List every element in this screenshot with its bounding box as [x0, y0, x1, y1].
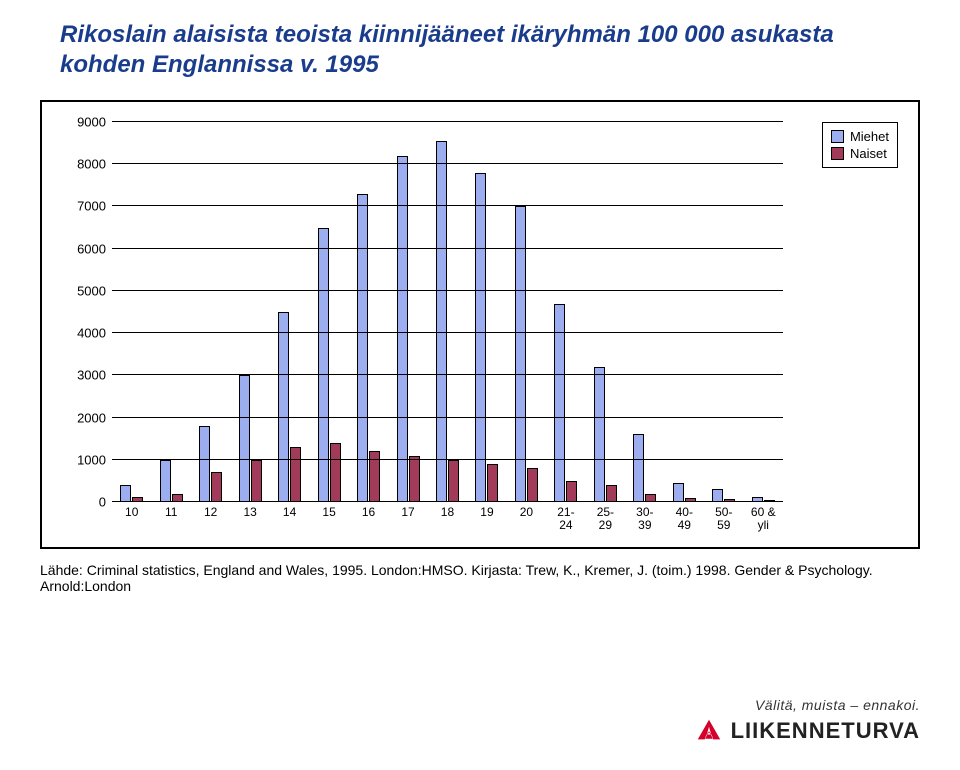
y-axis-label: 9000	[77, 115, 106, 130]
y-axis-label: 2000	[77, 410, 106, 425]
x-axis-label: 10	[125, 502, 138, 519]
y-axis-label: 8000	[77, 157, 106, 172]
legend-swatch	[831, 130, 844, 143]
chart-title: Rikoslain alaisista teoista kiinnijäänee…	[0, 0, 960, 90]
bar	[278, 312, 289, 502]
gridline: 2000	[112, 417, 783, 418]
bar	[251, 460, 262, 502]
bar-group: 60 & yli	[744, 122, 783, 502]
gridline: 0	[112, 501, 783, 502]
bar-group: 25- 29	[586, 122, 625, 502]
x-axis-label: 21- 24	[557, 502, 574, 532]
bar	[448, 460, 459, 502]
bar	[606, 485, 617, 502]
bar	[436, 141, 447, 502]
x-axis-label: 13	[243, 502, 256, 519]
x-axis-label: 60 & yli	[751, 502, 776, 532]
x-axis-label: 16	[362, 502, 375, 519]
bar-group: 50- 59	[704, 122, 743, 502]
bar	[239, 375, 250, 502]
x-axis-label: 40- 49	[676, 502, 693, 532]
bar	[554, 304, 565, 502]
bar	[290, 447, 301, 502]
gridline: 6000	[112, 248, 783, 249]
x-axis-label: 19	[480, 502, 493, 519]
chart-frame: 101112131415161718192021- 2425- 2930- 39…	[40, 100, 920, 549]
brand-name: LIIKENNETURVA	[731, 718, 920, 744]
brand-logo-icon	[695, 717, 723, 745]
legend-item: Miehet	[831, 129, 889, 144]
bar-group: 15	[309, 122, 348, 502]
y-axis-label: 7000	[77, 199, 106, 214]
bar-group: 18	[428, 122, 467, 502]
bar	[566, 481, 577, 502]
bar	[515, 206, 526, 502]
y-axis-label: 4000	[77, 326, 106, 341]
bar	[330, 443, 341, 502]
bar-group: 21- 24	[546, 122, 585, 502]
bar-group: 16	[349, 122, 388, 502]
gridline: 5000	[112, 290, 783, 291]
y-axis-label: 3000	[77, 368, 106, 383]
legend: Miehet Naiset	[822, 122, 898, 168]
bar	[409, 456, 420, 502]
gridline: 1000	[112, 459, 783, 460]
bar-group: 11	[151, 122, 190, 502]
gridline: 7000	[112, 205, 783, 206]
gridline: 4000	[112, 332, 783, 333]
bar	[318, 228, 329, 502]
bar	[199, 426, 210, 502]
bar-group: 40- 49	[665, 122, 704, 502]
x-axis-label: 20	[520, 502, 533, 519]
legend-swatch	[831, 147, 844, 160]
y-axis-label: 6000	[77, 241, 106, 256]
bar	[487, 464, 498, 502]
chart-area: 101112131415161718192021- 2425- 2930- 39…	[57, 122, 903, 532]
legend-label: Miehet	[850, 129, 889, 144]
bar	[633, 434, 644, 502]
bar-group: 30- 39	[625, 122, 664, 502]
bar	[357, 194, 368, 502]
x-axis-label: 11	[165, 502, 177, 519]
x-axis-label: 30- 39	[636, 502, 653, 532]
gridline: 3000	[112, 374, 783, 375]
bar-group: 14	[270, 122, 309, 502]
bar-group: 17	[388, 122, 427, 502]
bar	[120, 485, 131, 502]
x-axis-label: 18	[441, 502, 454, 519]
y-axis-label: 1000	[77, 452, 106, 467]
bar	[527, 468, 538, 502]
footer: Välitä, muista – ennakoi. LIIKENNETURVA	[695, 697, 920, 745]
legend-item: Naiset	[831, 146, 889, 161]
legend-label: Naiset	[850, 146, 887, 161]
bar-group: 19	[467, 122, 506, 502]
bar	[211, 472, 222, 502]
bar	[594, 367, 605, 502]
x-axis-label: 14	[283, 502, 296, 519]
bar	[397, 156, 408, 502]
bar-group: 12	[191, 122, 230, 502]
bar-group: 10	[112, 122, 151, 502]
plot-area: 101112131415161718192021- 2425- 2930- 39…	[112, 122, 783, 502]
gridline: 8000	[112, 163, 783, 164]
x-axis-label: 15	[322, 502, 335, 519]
bar-group: 20	[507, 122, 546, 502]
y-axis-label: 0	[99, 495, 106, 510]
source-citation: Lähde: Criminal statistics, England and …	[0, 554, 960, 594]
x-axis-label: 17	[401, 502, 414, 519]
footer-tagline: Välitä, muista – ennakoi.	[695, 697, 920, 713]
gridline: 9000	[112, 121, 783, 122]
bar-group: 13	[230, 122, 269, 502]
x-axis-label: 25- 29	[597, 502, 614, 532]
x-axis-label: 50- 59	[715, 502, 732, 532]
bar-groups: 101112131415161718192021- 2425- 2930- 39…	[112, 122, 783, 502]
y-axis-label: 5000	[77, 283, 106, 298]
x-axis-label: 12	[204, 502, 217, 519]
bar	[673, 483, 684, 502]
bar	[475, 173, 486, 502]
bar	[160, 460, 171, 502]
